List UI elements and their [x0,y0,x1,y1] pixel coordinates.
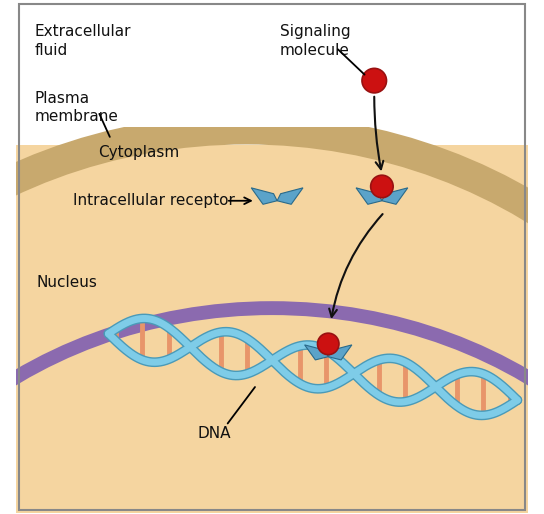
Text: Nucleus: Nucleus [37,275,98,290]
Text: Cytoplasm: Cytoplasm [98,145,180,160]
Polygon shape [382,188,408,204]
Bar [0,0,544,139]
Bar [0,0,544,126]
Circle shape [370,175,393,198]
Ellipse shape [0,308,544,514]
Circle shape [362,68,387,93]
Polygon shape [328,345,352,360]
Polygon shape [305,345,328,360]
Circle shape [318,333,339,355]
Polygon shape [277,188,303,204]
Polygon shape [251,188,277,204]
Bar [0,0,544,180]
Text: Plasma
membrane: Plasma membrane [34,91,118,124]
Polygon shape [356,188,382,204]
Bar [0,114,544,267]
Text: Intracellular receptor: Intracellular receptor [72,193,234,208]
Text: Signaling
molecule: Signaling molecule [280,24,350,58]
Ellipse shape [0,129,544,514]
Text: DNA: DNA [198,426,231,441]
Bar [0,0,544,144]
Text: Extracellular
fluid: Extracellular fluid [34,24,131,58]
